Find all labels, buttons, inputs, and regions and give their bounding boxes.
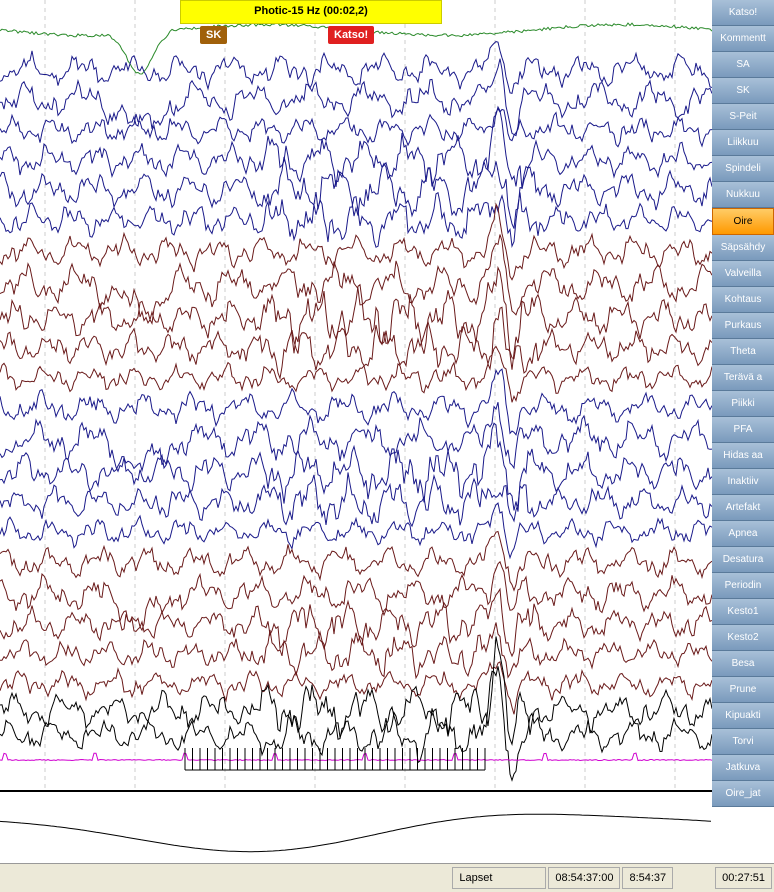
event-btn-besa[interactable]: Besa [712, 651, 774, 677]
event-btn-valveilla[interactable]: Valveilla [712, 261, 774, 287]
montage-cell[interactable]: Lapset [452, 867, 546, 889]
event-btn-sk[interactable]: SK [712, 78, 774, 104]
event-btn-terva[interactable]: Terävä a [712, 365, 774, 391]
eeg-viewport[interactable]: Photic-15 Hz (00:02,2) SK Katso! [0, 0, 712, 790]
time-short-cell: 8:54:37 [622, 867, 673, 889]
event-btn-oirejat[interactable]: Oire_jat [712, 781, 774, 807]
event-btn-inaktiiv[interactable]: Inaktiiv [712, 469, 774, 495]
event-btn-piikki[interactable]: Piikki [712, 391, 774, 417]
event-btn-periodin[interactable]: Periodin [712, 573, 774, 599]
event-btn-nukkuu[interactable]: Nukkuu [712, 182, 774, 208]
event-btn-pfa[interactable]: PFA [712, 417, 774, 443]
event-btn-spshdy[interactable]: Säpsähdy [712, 235, 774, 261]
app-root: Photic-15 Hz (00:02,2) SK Katso! Katso!K… [0, 0, 774, 892]
event-btn-desatura[interactable]: Desatura [712, 547, 774, 573]
event-btn-katso[interactable]: Katso! [712, 0, 774, 26]
event-btn-apnea[interactable]: Apnea [712, 521, 774, 547]
event-btn-jatkuva[interactable]: Jatkuva [712, 755, 774, 781]
event-btn-speit[interactable]: S-Peit [712, 104, 774, 130]
event-btn-oire[interactable]: Oire [712, 208, 774, 235]
event-marker-katso[interactable]: Katso! [328, 26, 374, 44]
event-btn-kohtaus[interactable]: Kohtaus [712, 287, 774, 313]
event-btn-kipuakti[interactable]: Kipuakti [712, 703, 774, 729]
overview-trace-area[interactable] [0, 790, 712, 862]
event-button-sidebar: Katso!KommenttSASKS-PeitLiikkuuSpindeliN… [712, 0, 774, 807]
event-btn-liikkuu[interactable]: Liikkuu [712, 130, 774, 156]
event-btn-purkaus[interactable]: Purkaus [712, 313, 774, 339]
event-btn-kesto2[interactable]: Kesto2 [712, 625, 774, 651]
event-btn-kommentt[interactable]: Kommentt [712, 26, 774, 52]
event-btn-artefakt[interactable]: Artefakt [712, 495, 774, 521]
time-absolute-cell: 08:54:37:00 [548, 867, 620, 889]
status-bar: Lapset 08:54:37:00 8:54:37 00:27:51 [0, 863, 774, 892]
event-btn-prune[interactable]: Prune [712, 677, 774, 703]
eeg-canvas [0, 0, 712, 790]
event-btn-hidasaa[interactable]: Hidas aa [712, 443, 774, 469]
overview-canvas [0, 792, 712, 862]
event-btn-theta[interactable]: Theta [712, 339, 774, 365]
event-btn-spindeli[interactable]: Spindeli [712, 156, 774, 182]
elapsed-time-cell: 00:27:51 [715, 867, 772, 889]
event-btn-kesto1[interactable]: Kesto1 [712, 599, 774, 625]
event-marker-sk[interactable]: SK [200, 26, 227, 44]
event-btn-sa[interactable]: SA [712, 52, 774, 78]
photic-event-bar[interactable]: Photic-15 Hz (00:02,2) [180, 0, 442, 24]
event-btn-torvi[interactable]: Torvi [712, 729, 774, 755]
